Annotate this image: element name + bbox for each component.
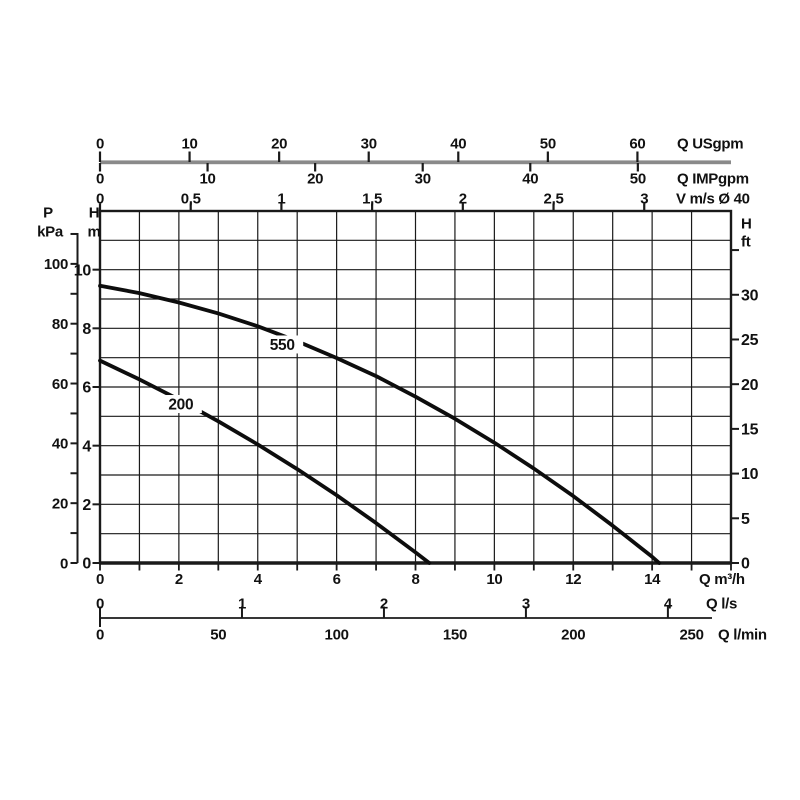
tick-label-impgpm: 10 (200, 170, 216, 187)
tick-label-m3h: 6 (333, 571, 341, 588)
gpm-axis-bar (100, 160, 731, 165)
tick-label-ls: 2 (380, 595, 388, 612)
curve-label-200: 200 (168, 396, 193, 413)
tick-label-lmin: 50 (210, 626, 226, 643)
tick-label-ft: 30 (741, 287, 759, 304)
axis-unit-impgpm: Q IMPgpm (677, 170, 749, 187)
tick-label-kpa: 0 (60, 555, 68, 572)
curve-550 (98, 283, 662, 565)
tick-label-usgpm: 30 (361, 135, 377, 152)
tick-label-hm: 2 (82, 497, 91, 514)
axis-unit-lmin: Q l/min (718, 626, 767, 643)
tick-label-hm: 0 (82, 556, 91, 573)
axis-header-m: m (87, 223, 100, 240)
tick-label-ls: 1 (238, 595, 246, 612)
tick-label-hm: 6 (82, 380, 91, 397)
axis-header-h-m: H (89, 204, 100, 221)
tick-label-usgpm: 50 (540, 135, 556, 152)
tick-label-impgpm: 0 (96, 170, 104, 187)
tick-label-ft: 15 (741, 421, 759, 438)
tick-label-hm: 8 (82, 321, 91, 338)
curve-200 (98, 358, 432, 565)
tick-label-ft: 10 (741, 466, 759, 483)
axis-header-kpa: kPa (37, 223, 64, 240)
axis-header-p: P (43, 204, 53, 221)
tick-label-kpa: 80 (52, 316, 68, 333)
tick-label-m3h: 8 (411, 571, 419, 588)
tick-label-ft: 20 (741, 377, 759, 394)
tick-label-usgpm: 40 (450, 135, 466, 152)
tick-label-kpa: 100 (44, 256, 68, 273)
axis-header-h-ft: H (741, 215, 752, 232)
tick-label-usgpm: 20 (271, 135, 287, 152)
tick-label-usgpm: 0 (96, 135, 104, 152)
curve-label-bg-550 (261, 335, 304, 354)
tick-label-lmin: 200 (561, 626, 585, 643)
tick-label-impgpm: 40 (522, 170, 538, 187)
tick-label-m3h: 2 (175, 571, 183, 588)
tick-label-impgpm: 30 (415, 170, 431, 187)
tick-label-m3h: 10 (486, 571, 502, 588)
tick-label-lmin: 100 (325, 626, 349, 643)
tick-label-impgpm: 20 (307, 170, 323, 187)
tick-label-vms: 1,5 (362, 190, 382, 207)
tick-label-vms: 2 (459, 190, 467, 207)
axis-unit-m3h: Q m³/h (699, 571, 745, 588)
curve-label-bg-200 (159, 395, 202, 414)
tick-label-lmin: 250 (679, 626, 703, 643)
tick-label-m3h: 14 (644, 571, 661, 588)
tick-label-m3h: 0 (96, 571, 104, 588)
tick-label-vms: 2,5 (544, 190, 564, 207)
tick-label-hm: 4 (82, 438, 91, 455)
tick-label-ls: 0 (96, 595, 104, 612)
curve-label-550: 550 (270, 337, 295, 354)
axis-unit-ls: Q l/s (706, 595, 737, 612)
tick-label-kpa: 60 (52, 376, 68, 393)
tick-label-impgpm: 50 (630, 170, 646, 187)
tick-label-m3h: 4 (254, 571, 263, 588)
tick-label-m3h: 12 (565, 571, 581, 588)
tick-label-kpa: 20 (52, 495, 68, 512)
tick-label-vms: 1 (277, 190, 285, 207)
tick-label-vms: 0,5 (181, 190, 201, 207)
tick-label-usgpm: 60 (629, 135, 645, 152)
axis-unit-usgpm: Q USgpm (677, 135, 743, 152)
tick-label-ft: 25 (741, 332, 759, 349)
tick-label-vms: 0 (96, 190, 104, 207)
tick-label-vms: 3 (640, 190, 648, 207)
tick-label-ft: 5 (741, 511, 750, 528)
axis-header-ft: ft (741, 233, 751, 250)
tick-label-ls: 3 (522, 595, 530, 612)
axis-unit-vms: V m/s Ø 40 (676, 190, 750, 207)
tick-label-kpa: 40 (52, 436, 68, 453)
tick-label-lmin: 0 (96, 626, 104, 643)
tick-label-hm: 10 (74, 262, 92, 279)
tick-label-lmin: 150 (443, 626, 467, 643)
tick-label-usgpm: 10 (182, 135, 198, 152)
tick-label-ls: 4 (664, 595, 673, 612)
tick-label-ft: 0 (741, 556, 750, 573)
